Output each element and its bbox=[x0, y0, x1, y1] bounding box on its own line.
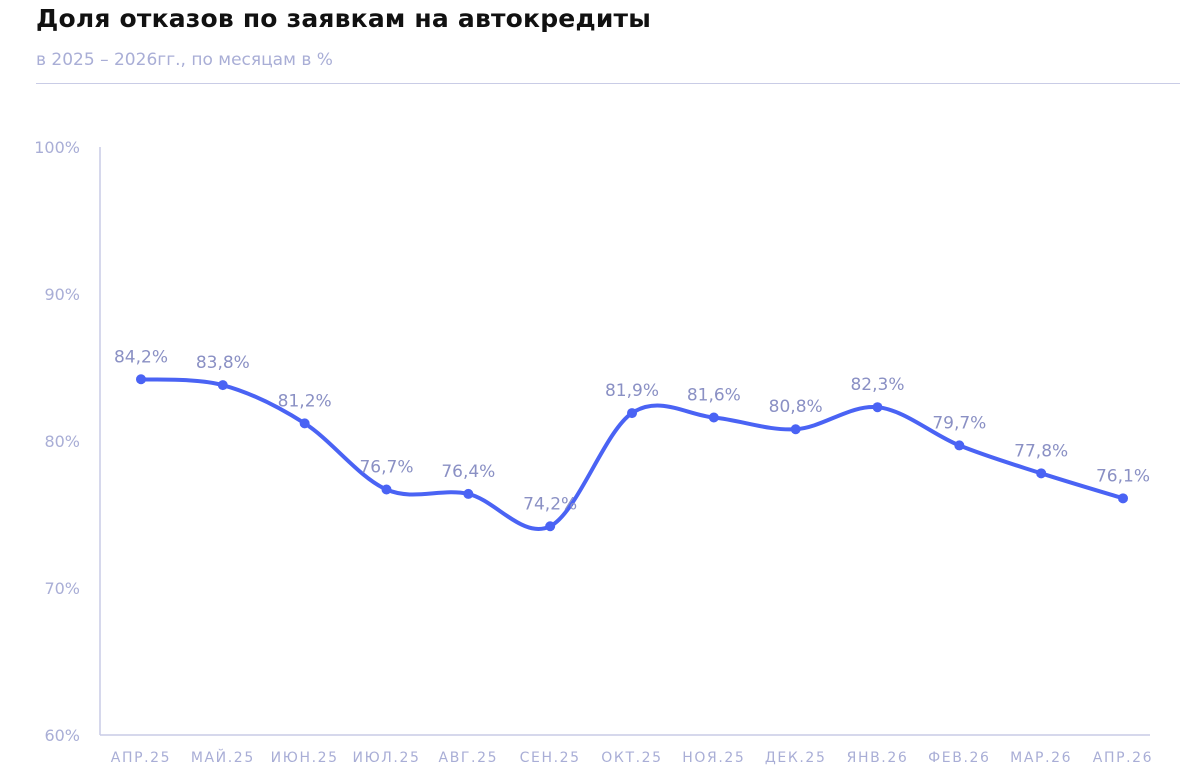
x-tick-label: ДЕК.25 bbox=[765, 750, 827, 766]
data-label: 74,2% bbox=[523, 494, 577, 514]
data-point bbox=[790, 424, 801, 435]
data-point bbox=[708, 412, 719, 423]
data-label: 76,4% bbox=[441, 462, 495, 482]
data-point bbox=[463, 488, 474, 499]
x-tick-label: ИЮЛ.25 bbox=[353, 750, 421, 766]
data-point bbox=[299, 418, 310, 429]
header-divider bbox=[36, 83, 1180, 84]
y-tick-label: 90% bbox=[44, 285, 80, 304]
x-tick-label: АВГ.25 bbox=[439, 750, 499, 766]
data-label: 79,7% bbox=[932, 413, 986, 433]
data-label: 77,8% bbox=[1014, 441, 1068, 461]
chart-subtitle: в 2025 – 2026гг., по месяцам в % bbox=[36, 50, 333, 70]
y-tick-label: 80% bbox=[44, 432, 80, 451]
x-tick-label: ФЕВ.26 bbox=[928, 750, 990, 766]
data-label: 83,8% bbox=[196, 353, 250, 373]
x-tick-label: ОКТ.25 bbox=[601, 750, 662, 766]
chart-title: Доля отказов по заявкам на автокредиты bbox=[36, 4, 652, 33]
data-point bbox=[217, 380, 228, 391]
x-tick-label: НОЯ.25 bbox=[682, 750, 745, 766]
x-tick-label: АПР.26 bbox=[1093, 750, 1153, 766]
data-label: 81,6% bbox=[687, 385, 741, 405]
x-tick-label: СЕН.25 bbox=[520, 750, 581, 766]
data-label: 84,2% bbox=[114, 347, 168, 367]
data-label: 80,8% bbox=[769, 397, 823, 417]
data-points bbox=[136, 374, 1128, 532]
data-point bbox=[872, 402, 883, 413]
data-point bbox=[381, 484, 392, 495]
x-tick-label: МАР.26 bbox=[1010, 750, 1072, 766]
x-tick-label: ЯНВ.26 bbox=[847, 750, 909, 766]
x-tick-label: ИЮН.25 bbox=[271, 750, 339, 766]
data-point bbox=[545, 521, 556, 532]
x-tick-label: МАЙ.25 bbox=[191, 748, 255, 766]
data-point bbox=[1118, 493, 1128, 504]
data-label: 81,2% bbox=[278, 391, 332, 411]
data-label: 76,1% bbox=[1096, 466, 1150, 486]
y-tick-label: 60% bbox=[44, 726, 80, 745]
y-tick-label: 70% bbox=[44, 579, 80, 598]
data-label: 81,9% bbox=[605, 381, 659, 401]
data-point bbox=[136, 374, 146, 385]
data-label: 76,7% bbox=[359, 458, 413, 478]
x-tick-labels: АПР.25 МАЙ.25 ИЮН.25 ИЮЛ.25 АВГ.25 СЕН.25 ОКТ.… bbox=[111, 748, 1153, 766]
x-tick-label: АПР.25 bbox=[111, 750, 171, 766]
data-point bbox=[1036, 468, 1047, 479]
data-labels: 84,2% 83,8% 81,2% 76,7% 76,4% 74,2% 81,9% 81,6%… bbox=[114, 347, 1150, 514]
data-point bbox=[627, 408, 637, 419]
y-tick-labels: 60% 70% 80% 90% 100% bbox=[34, 138, 80, 745]
y-tick-label: 100% bbox=[34, 138, 80, 157]
data-label: 82,3% bbox=[850, 375, 904, 395]
data-point bbox=[954, 440, 965, 451]
